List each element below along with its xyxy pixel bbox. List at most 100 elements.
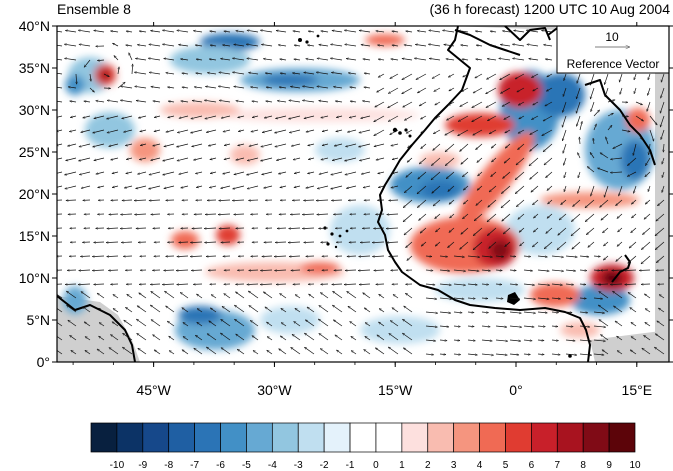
wind-vector <box>642 227 651 235</box>
wind-vector <box>125 307 133 313</box>
wind-vector <box>361 115 371 118</box>
colorbar-box <box>531 422 558 453</box>
wind-vector <box>661 87 665 98</box>
wind-vector <box>537 312 547 313</box>
wind-vector <box>445 157 455 166</box>
wind-vector <box>487 115 497 122</box>
colorbar-box <box>297 422 325 453</box>
wind-vector <box>236 31 245 32</box>
wind-vector <box>220 332 231 341</box>
wind-vector <box>628 292 637 299</box>
wind-vector <box>238 143 245 146</box>
wind-vector <box>598 304 609 313</box>
wind-vector <box>294 172 301 174</box>
wind-vector <box>544 241 553 249</box>
wind-vector <box>495 312 505 313</box>
wind-vector <box>250 87 259 88</box>
wind-vector <box>148 185 161 189</box>
wind-vector <box>487 213 497 222</box>
wind-vector <box>402 332 413 341</box>
wind-vector <box>138 347 147 355</box>
wind-vector <box>107 228 119 229</box>
wind-vector <box>280 293 287 299</box>
wind-vector <box>439 340 447 341</box>
wind-vector <box>190 256 203 257</box>
anomaly-shading <box>63 33 655 350</box>
wind-vector <box>363 59 371 60</box>
colorbar-box <box>401 422 429 453</box>
wind-vector <box>204 228 217 229</box>
wind-vector <box>81 129 91 132</box>
wind-vector <box>289 228 301 229</box>
wind-vector <box>453 354 461 355</box>
wind-vector <box>448 241 455 248</box>
wind-vector <box>347 256 357 257</box>
wind-vector <box>663 143 664 152</box>
wind-vector <box>331 171 343 175</box>
wind-vector <box>320 292 329 299</box>
wind-vector <box>589 152 595 159</box>
colorbar-box <box>168 422 195 453</box>
colorbar-label: -6 <box>216 460 225 471</box>
wind-vector <box>290 214 301 215</box>
wind-vector <box>277 101 287 103</box>
wind-vector <box>428 44 441 47</box>
wind-vector <box>208 143 217 146</box>
wind-vector <box>302 214 315 215</box>
wind-vector <box>378 321 385 327</box>
wind-vector <box>532 199 539 205</box>
colorbar-label: -2 <box>320 460 329 471</box>
wind-vector <box>393 294 399 299</box>
wind-vector <box>232 58 245 61</box>
wind-vector <box>488 199 497 207</box>
lat-tick-label: 20°N <box>19 186 50 202</box>
wind-vector <box>504 115 511 120</box>
wind-vector <box>600 334 609 341</box>
wind-vector <box>350 87 357 88</box>
wind-vector <box>183 336 189 341</box>
wind-vector <box>392 307 399 313</box>
wind-vector <box>439 270 450 271</box>
wind-vector <box>374 143 385 147</box>
wind-vector <box>467 270 479 271</box>
wind-vector <box>224 31 231 32</box>
wind-vector <box>462 213 469 219</box>
wind-vector <box>523 326 534 327</box>
wind-vector <box>57 115 63 118</box>
wind-vector <box>388 101 399 109</box>
wind-vector <box>112 172 119 174</box>
wind-vector <box>617 335 623 341</box>
wind-vector <box>306 59 315 60</box>
wind-vector <box>294 186 301 188</box>
wind-vector <box>516 157 525 165</box>
colorbar-box <box>453 422 480 453</box>
wind-vector <box>379 293 385 299</box>
wind-vector <box>319 333 329 341</box>
wind-vector <box>137 171 147 174</box>
wind-vector <box>267 336 273 341</box>
wind-vector <box>645 308 651 313</box>
wind-vector <box>68 87 77 88</box>
wind-vector <box>69 129 77 132</box>
wind-vector <box>335 101 343 102</box>
wind-vector <box>66 157 77 161</box>
wind-vector <box>593 354 604 355</box>
wind-vector <box>280 335 287 341</box>
wind-vector <box>306 129 315 132</box>
wind-vector <box>639 270 651 271</box>
wind-vector <box>308 158 315 160</box>
wind-vector <box>500 73 511 81</box>
wind-vector <box>648 73 651 80</box>
wind-vector <box>402 318 413 327</box>
wind-vector <box>661 129 665 140</box>
wind-vector <box>316 72 329 75</box>
wind-vector <box>117 82 125 89</box>
wind-vector <box>448 101 455 106</box>
wind-vector <box>502 101 511 107</box>
wind-vector <box>248 73 259 75</box>
wind-vector <box>565 354 577 355</box>
wind-vector <box>349 115 357 118</box>
wind-vector <box>392 158 399 160</box>
wind-vector <box>593 124 597 131</box>
wind-vector <box>85 336 91 341</box>
